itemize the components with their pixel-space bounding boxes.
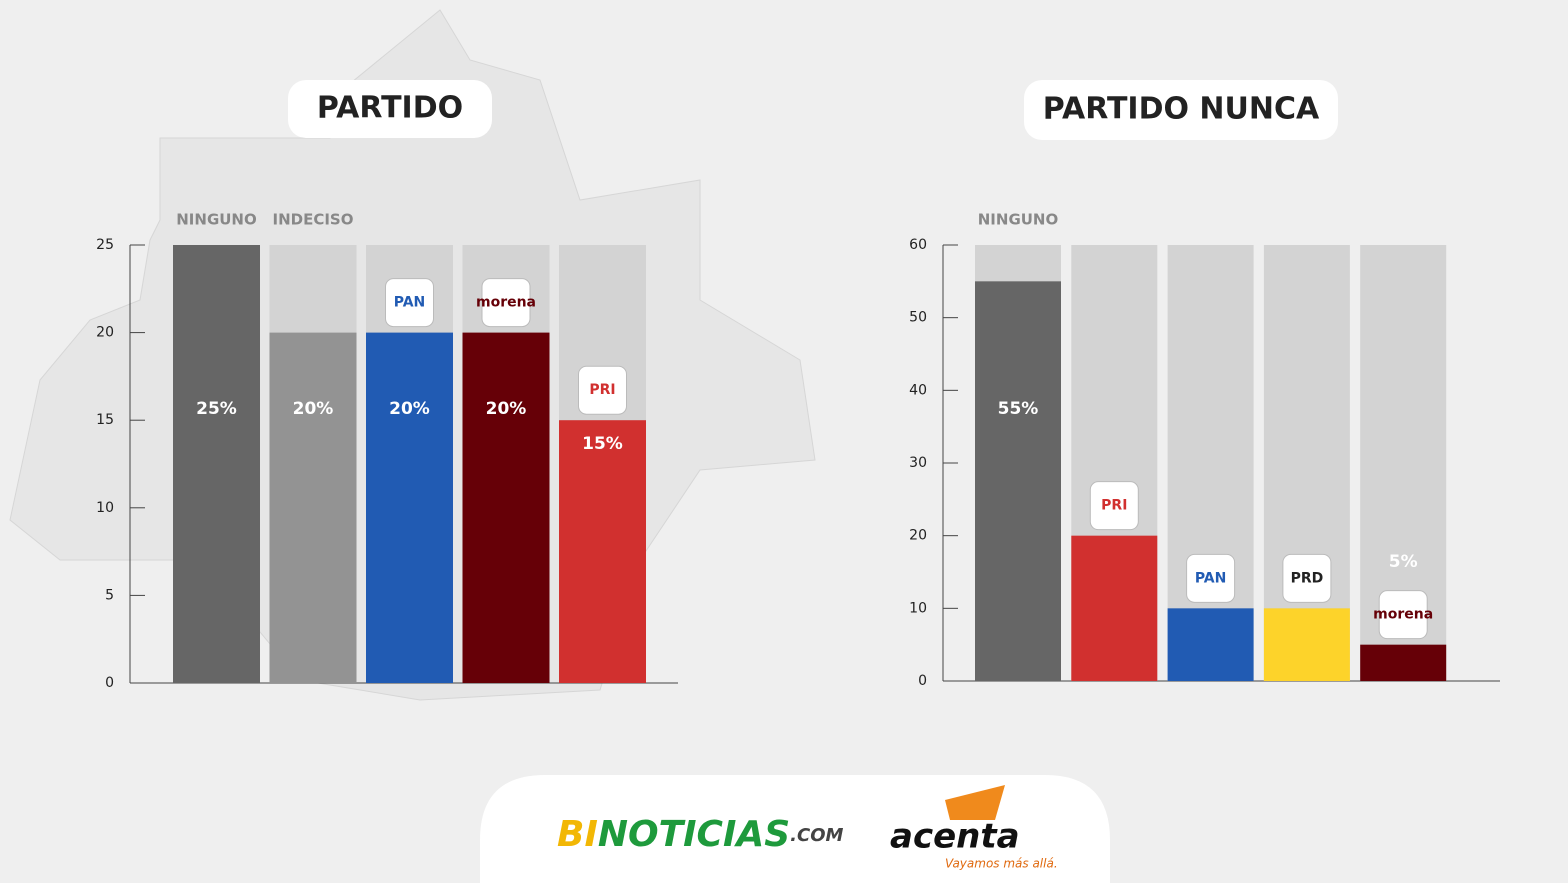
category-label: INDECISO [273, 211, 354, 229]
bar [975, 281, 1061, 681]
brand: BINOTICIAS.COM [557, 814, 843, 855]
value-label: 20% [389, 399, 430, 419]
bar [462, 332, 550, 683]
party-logo [481, 278, 531, 328]
partner: acenta [890, 817, 1020, 857]
title-pill [1024, 80, 1338, 140]
bar [1071, 535, 1158, 681]
title-pill [288, 80, 492, 138]
value-label: 20% [293, 399, 334, 419]
y-tick-label: 5 [105, 587, 114, 603]
partner-logo-mark [945, 785, 1005, 820]
y-tick-label: 50 [909, 310, 927, 326]
category-label: NINGUNO [978, 211, 1059, 229]
party-logo-text: PAN [1195, 570, 1227, 586]
value-label: 20% [486, 399, 527, 419]
bar [173, 245, 260, 683]
bar [1263, 608, 1350, 681]
chart-title: PARTIDO NUNCA [1043, 92, 1320, 127]
y-tick-label: 15 [96, 412, 114, 428]
category-label: NINGUNO [176, 211, 257, 229]
chart-title: PARTIDO [317, 91, 463, 126]
bar [1167, 608, 1254, 681]
y-tick-label: 40 [909, 382, 927, 398]
party-logo [1282, 553, 1332, 603]
bar [366, 332, 453, 683]
bar [1360, 644, 1447, 681]
party-logo [385, 278, 434, 328]
value-label: 5% [1389, 552, 1418, 572]
y-tick-label: 20 [96, 325, 114, 341]
value-label: 55% [998, 399, 1039, 419]
party-logo-text: PAN [394, 295, 426, 311]
party-logo-text: PRD [1291, 570, 1324, 586]
party-logo-text: PRI [589, 382, 615, 398]
y-tick-label: 10 [96, 500, 114, 516]
y-tick-label: 10 [909, 600, 927, 616]
party-logo [1378, 590, 1428, 640]
y-tick-label: 30 [909, 455, 927, 471]
party-logo-text: PRI [1101, 498, 1127, 514]
y-tick-label: 20 [909, 528, 927, 544]
party-logo [578, 365, 627, 415]
bar [559, 420, 646, 683]
slogan: Vayamos más allá. [945, 857, 1058, 871]
value-label: 15% [582, 434, 623, 454]
party-logo [1186, 553, 1236, 603]
value-label: 25% [196, 399, 237, 419]
y-tick-label: 0 [105, 675, 114, 691]
party-logo-text: morena [476, 295, 536, 311]
party-logo [1089, 481, 1139, 531]
y-tick-label: 25 [96, 237, 114, 253]
bar [269, 332, 357, 683]
party-logo-text: morena [1373, 607, 1433, 623]
y-tick-label: 0 [918, 673, 927, 689]
y-tick-label: 60 [909, 237, 927, 253]
